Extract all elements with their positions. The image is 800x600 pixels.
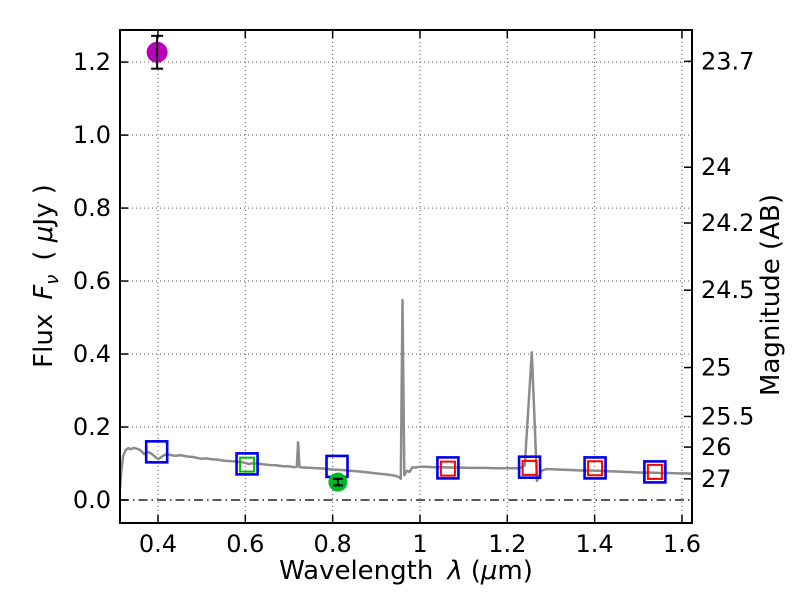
x-tick-label: 1.2 xyxy=(488,530,526,558)
plot-box xyxy=(119,29,693,524)
x-tick-label: 0.8 xyxy=(314,530,352,558)
observed-photometry-red-squares xyxy=(521,459,538,476)
mu-symbol: μ xyxy=(28,225,59,243)
x-axis-label: Wavelength λ (μm) xyxy=(279,556,533,586)
flux-symbol: F xyxy=(28,284,59,300)
y-tick-label: 1.2 xyxy=(73,48,111,76)
mu-symbol: μ xyxy=(480,556,498,586)
observed-photometry-red-squares xyxy=(646,463,663,480)
y-tick-label: 1.0 xyxy=(73,121,111,149)
magnitude-tick-label: 24 xyxy=(701,153,732,181)
model-photometry-squares xyxy=(144,440,169,464)
model-photometry-squares xyxy=(583,456,607,480)
x-tick-label: 0.4 xyxy=(139,530,177,558)
observed-photometry-red-squares xyxy=(439,460,456,477)
observed-photometry-red-squares xyxy=(587,460,604,477)
y-tick-label: 0.4 xyxy=(73,340,111,368)
x-tick-label: 0.6 xyxy=(226,530,264,558)
lambda-symbol: λ xyxy=(447,556,463,586)
y-tick-label: 0.6 xyxy=(73,267,111,295)
magnitude-tick-label: 26 xyxy=(701,433,732,461)
magnitude-tick-label: 27 xyxy=(701,465,732,493)
model-photometry-squares xyxy=(517,455,542,479)
x-tick-label: 1 xyxy=(412,530,427,558)
magnitude-tick-label: 24.5 xyxy=(701,276,754,304)
magnitude-tick-label: 23.7 xyxy=(701,47,754,75)
magnitude-tick-label: 25 xyxy=(701,354,732,382)
y-tick-label: 0.0 xyxy=(73,486,111,514)
model-photometry-squares xyxy=(436,456,460,480)
y-tick-label: 0.8 xyxy=(73,194,111,222)
nu-subscript: ν xyxy=(42,274,64,285)
magnitude-tick-label: 24.2 xyxy=(701,209,754,237)
x-tick-label: 1.6 xyxy=(663,530,701,558)
y-axis-label-left: FluxFν( μJy ) xyxy=(28,184,64,368)
model-photometry-squares xyxy=(643,460,667,484)
x-tick-label: 1.4 xyxy=(576,530,614,558)
observed-photometry-green-square xyxy=(239,456,256,473)
y-axis-label-right: Magnitude (AB) xyxy=(756,194,786,396)
flux-label-text: Flux xyxy=(28,313,59,368)
magnitude-tick-label: 25.5 xyxy=(701,402,754,430)
model-photometry-squares xyxy=(235,452,259,476)
y-tick-label: 0.2 xyxy=(73,413,111,441)
x-axis-label-text: Wavelength xyxy=(279,556,434,586)
